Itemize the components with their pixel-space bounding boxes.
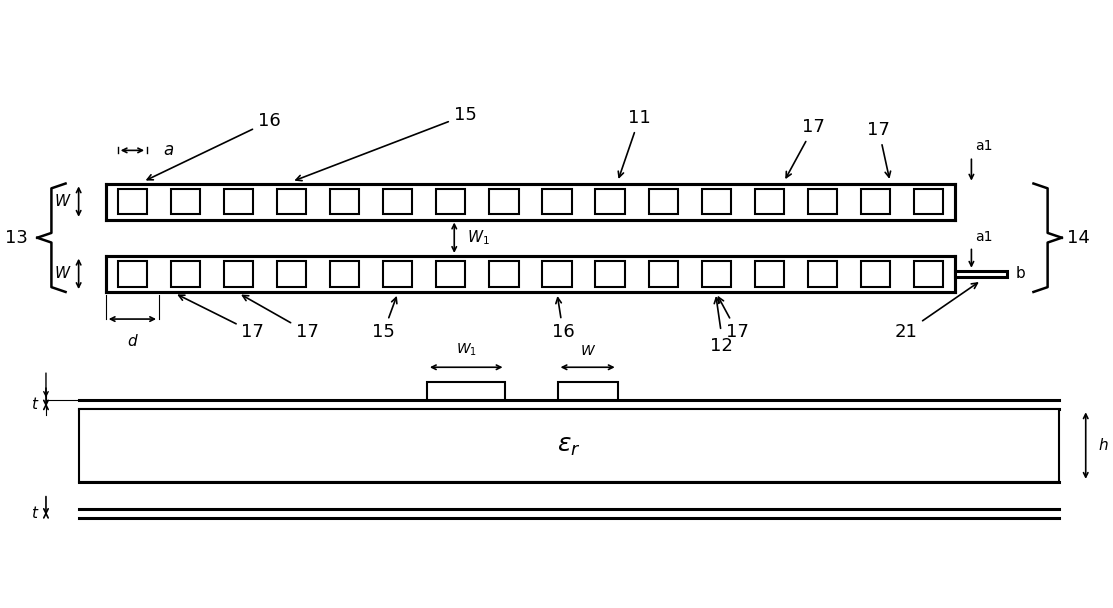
- Text: 17: 17: [179, 295, 264, 341]
- Bar: [558, 382, 618, 401]
- Bar: [808, 189, 837, 214]
- Bar: [808, 261, 837, 286]
- Text: 17: 17: [867, 122, 890, 177]
- Text: a: a: [164, 142, 174, 159]
- Bar: [118, 261, 147, 286]
- Text: t: t: [31, 506, 37, 521]
- Bar: [427, 382, 505, 401]
- Text: $\varepsilon_r$: $\varepsilon_r$: [556, 434, 580, 458]
- Bar: [224, 261, 253, 286]
- Bar: [860, 261, 890, 286]
- Bar: [106, 184, 955, 219]
- Bar: [79, 409, 1058, 482]
- Text: W: W: [55, 194, 70, 209]
- Text: 13: 13: [4, 229, 28, 247]
- Bar: [914, 261, 943, 286]
- Bar: [171, 261, 200, 286]
- Bar: [955, 271, 1007, 277]
- Text: 14: 14: [1067, 229, 1090, 247]
- Bar: [595, 189, 624, 214]
- Bar: [118, 189, 147, 214]
- Bar: [436, 261, 465, 286]
- Text: 17: 17: [243, 295, 318, 341]
- Bar: [436, 189, 465, 214]
- Bar: [490, 261, 519, 286]
- Bar: [649, 189, 678, 214]
- Bar: [755, 261, 784, 286]
- Text: 12: 12: [710, 337, 732, 355]
- Bar: [701, 189, 731, 214]
- Bar: [701, 261, 731, 286]
- Text: a1: a1: [975, 229, 992, 244]
- Bar: [595, 261, 624, 286]
- Bar: [490, 189, 519, 214]
- Text: 16: 16: [147, 112, 280, 180]
- Bar: [542, 189, 572, 214]
- Bar: [106, 256, 955, 292]
- Bar: [914, 189, 943, 214]
- Bar: [331, 261, 359, 286]
- Bar: [542, 261, 572, 286]
- Text: a1: a1: [975, 139, 992, 153]
- Bar: [171, 189, 200, 214]
- Text: 17: 17: [718, 297, 749, 341]
- Text: W: W: [55, 266, 70, 282]
- Text: 15: 15: [372, 297, 397, 341]
- Text: 11: 11: [618, 109, 651, 178]
- Text: 16: 16: [552, 298, 574, 341]
- Bar: [277, 261, 306, 286]
- Text: h: h: [1099, 438, 1109, 453]
- Text: W$_1$: W$_1$: [467, 229, 490, 247]
- Bar: [383, 261, 413, 286]
- Text: 21: 21: [895, 283, 977, 341]
- Text: 15: 15: [296, 106, 476, 181]
- Bar: [224, 189, 253, 214]
- Bar: [331, 189, 359, 214]
- Bar: [383, 189, 413, 214]
- Bar: [860, 189, 890, 214]
- Text: b: b: [1016, 266, 1026, 282]
- Text: 17: 17: [786, 119, 825, 178]
- Bar: [277, 189, 306, 214]
- Text: W: W: [581, 344, 594, 358]
- Text: d: d: [128, 334, 137, 349]
- Bar: [649, 261, 678, 286]
- Text: W$_1$: W$_1$: [455, 342, 476, 358]
- Bar: [755, 189, 784, 214]
- Text: t: t: [31, 398, 37, 412]
